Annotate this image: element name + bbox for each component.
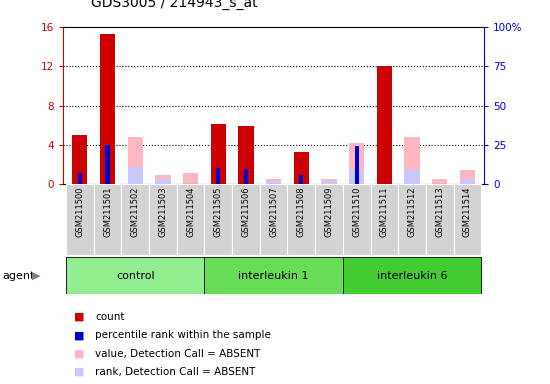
Bar (177, 184, 205, 255)
Bar (205, 184, 232, 255)
Bar (343, 257, 481, 294)
Bar (460, 170, 475, 184)
Text: interleukin 1: interleukin 1 (238, 270, 309, 281)
Bar (211, 124, 226, 184)
Bar (377, 66, 392, 184)
Bar (266, 179, 281, 184)
Text: GSM211508: GSM211508 (297, 187, 306, 237)
Bar (260, 184, 288, 255)
Text: control: control (116, 270, 155, 281)
Text: interleukin 6: interleukin 6 (377, 270, 447, 281)
Text: GSM211514: GSM211514 (463, 187, 472, 237)
Bar (404, 170, 420, 184)
Bar (66, 184, 94, 255)
Bar (205, 257, 343, 294)
Text: ■: ■ (74, 367, 85, 377)
Text: count: count (95, 312, 125, 322)
Bar (149, 184, 177, 255)
Bar (349, 170, 364, 184)
Text: rank, Detection Call = ABSENT: rank, Detection Call = ABSENT (95, 367, 256, 377)
Text: ■: ■ (74, 349, 85, 359)
Bar (238, 126, 254, 184)
Text: percentile rank within the sample: percentile rank within the sample (95, 330, 271, 340)
Text: GSM211503: GSM211503 (158, 187, 167, 237)
Text: GSM211504: GSM211504 (186, 187, 195, 237)
Bar (183, 174, 198, 184)
Bar (454, 184, 481, 255)
Text: GSM211513: GSM211513 (435, 187, 444, 237)
Text: value, Detection Call = ABSENT: value, Detection Call = ABSENT (95, 349, 261, 359)
Bar (404, 137, 420, 184)
Text: GSM211505: GSM211505 (214, 187, 223, 237)
Bar (321, 181, 337, 184)
Bar (128, 137, 143, 184)
Text: ■: ■ (74, 312, 85, 322)
Text: ▶: ▶ (32, 270, 40, 281)
Bar (155, 179, 170, 184)
Bar (321, 179, 337, 184)
Bar (244, 169, 248, 184)
Bar (106, 145, 109, 184)
Bar (122, 184, 149, 255)
Bar (432, 179, 447, 184)
Bar (100, 34, 115, 184)
Text: GDS3005 / 214943_s_at: GDS3005 / 214943_s_at (91, 0, 257, 10)
Text: GSM211506: GSM211506 (241, 187, 250, 237)
Bar (66, 257, 205, 294)
Bar (216, 167, 221, 184)
Text: GSM211511: GSM211511 (380, 187, 389, 237)
Bar (371, 184, 398, 255)
Text: GSM211502: GSM211502 (131, 187, 140, 237)
Bar (299, 175, 304, 184)
Text: GSM211507: GSM211507 (269, 187, 278, 237)
Bar (294, 152, 309, 184)
Text: ■: ■ (74, 330, 85, 340)
Bar (349, 143, 364, 184)
Text: agent: agent (3, 270, 35, 281)
Bar (232, 184, 260, 255)
Bar (426, 184, 454, 255)
Text: GSM211512: GSM211512 (408, 187, 416, 237)
Bar (460, 179, 475, 184)
Bar (128, 167, 143, 184)
Bar (288, 184, 315, 255)
Bar (94, 184, 122, 255)
Text: GSM211501: GSM211501 (103, 187, 112, 237)
Text: GSM211500: GSM211500 (75, 187, 84, 237)
Text: GSM211510: GSM211510 (352, 187, 361, 237)
Bar (355, 146, 359, 184)
Text: GSM211509: GSM211509 (324, 187, 333, 237)
Bar (155, 175, 170, 184)
Bar (266, 181, 281, 184)
Bar (398, 184, 426, 255)
Bar (72, 135, 87, 184)
Bar (315, 184, 343, 255)
Bar (343, 184, 371, 255)
Bar (78, 174, 82, 184)
